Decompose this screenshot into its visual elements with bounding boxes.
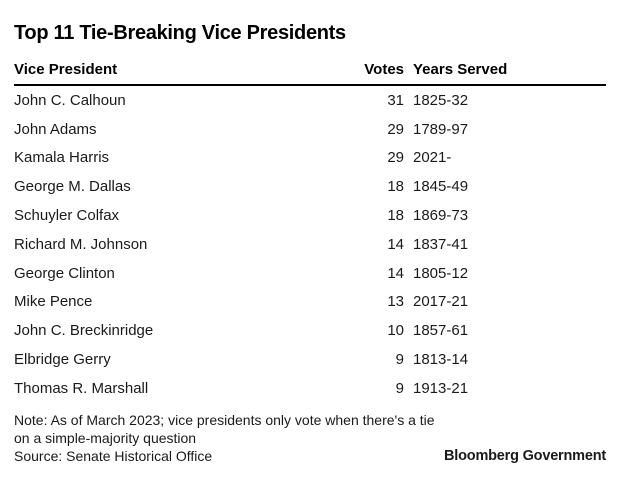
page-title: Top 11 Tie-Breaking Vice Presidents [14,22,346,44]
footer: Note: As of March 2023; vice presidents … [14,411,606,465]
votes-cell: 9 [395,379,404,397]
table-row: John C. Calhoun 31 1825-32 [14,86,606,115]
table-row: Kamala Harris 29 2021- [14,144,606,173]
footnotes: Note: As of March 2023; vice presidents … [14,411,435,465]
years-served-cell: 1825-32 [413,91,469,109]
table-row: Schuyler Colfax 18 1869-73 [14,201,606,230]
table-row: John C. Breckinridge 10 1857-61 [14,316,606,345]
table-body: John C. Calhoun 31 1825-32 John Adams 29… [14,86,606,403]
vp-name-cell: Richard M. Johnson [14,235,148,253]
votes-cell: 18 [387,178,404,196]
column-header-vice-president: Vice President [14,61,118,78]
votes-cell: 29 [387,120,404,138]
column-header-years-served: Years Served [413,61,508,78]
votes-cell: 29 [387,149,404,167]
vp-name-cell: Schuyler Colfax [14,207,120,225]
years-served-cell: 1813-14 [413,351,469,369]
years-served-cell: 1845-49 [413,178,469,196]
votes-cell: 14 [387,235,404,253]
votes-cell: 13 [387,293,404,311]
vp-name-cell: George M. Dallas [14,178,131,196]
table-row: Richard M. Johnson 14 1837-41 [14,230,606,259]
vp-name-cell: Kamala Harris [14,149,110,167]
years-served-cell: 2021- [413,149,452,167]
note-text-line2: on a simple-majority question [14,429,197,446]
vp-name-cell: John C. Calhoun [14,91,126,109]
years-served-cell: 1837-41 [413,235,469,253]
votes-cell: 9 [395,351,404,369]
votes-cell: 10 [387,322,404,340]
years-served-cell: 1913-21 [413,379,469,397]
table-header: Vice President Votes Years Served [14,62,606,86]
vp-name-cell: John Adams [14,120,97,138]
years-served-cell: 1857-61 [413,322,469,340]
years-served-cell: 1789-97 [413,120,469,138]
table-row: John Adams 29 1789-97 [14,115,606,144]
table-row: Elbridge Gerry 9 1813-14 [14,345,606,374]
vp-name-cell: Elbridge Gerry [14,351,111,369]
votes-cell: 14 [387,264,404,282]
vp-name-cell: George Clinton [14,264,115,282]
vp-name-cell: Thomas R. Marshall [14,379,149,397]
column-header-votes: Votes [364,61,404,78]
source-text: Source: Senate Historical Office [14,447,213,464]
table-row: George Clinton 14 1805-12 [14,259,606,288]
vp-name-cell: John C. Breckinridge [14,322,154,340]
votes-cell: 18 [387,207,404,225]
table-row: George M. Dallas 18 1845-49 [14,172,606,201]
table-row: Thomas R. Marshall 9 1913-21 [14,374,606,403]
bloomberg-government-logo: Bloomberg Government [444,447,606,464]
vp-name-cell: Mike Pence [14,293,93,311]
votes-cell: 31 [387,91,404,109]
table-row: Mike Pence 13 2017-21 [14,288,606,317]
years-served-cell: 1869-73 [413,207,469,225]
years-served-cell: 1805-12 [413,264,469,282]
note-text-line1: Note: As of March 2023; vice presidents … [14,411,435,428]
years-served-cell: 2017-21 [413,293,469,311]
